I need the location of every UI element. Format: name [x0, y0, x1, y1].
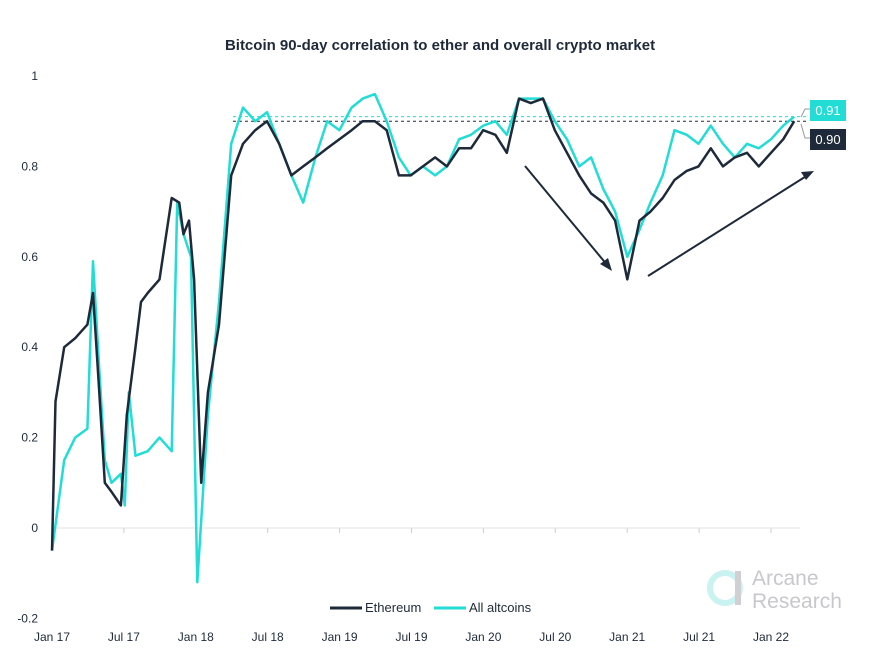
- chart-title: Bitcoin 90-day correlation to ether and …: [225, 37, 655, 54]
- logo-text-1: Arcane: [752, 567, 819, 590]
- y-tick-label: 0.4: [21, 340, 38, 354]
- x-tick-label: Jan 18: [178, 630, 214, 644]
- logo-text-2: Research: [752, 590, 842, 613]
- x-tick-label: Jan 17: [34, 630, 70, 644]
- x-tick-label: Jul 21: [683, 630, 715, 644]
- x-tick-label: Jul 20: [539, 630, 571, 644]
- x-tick-label: Jul 19: [395, 630, 427, 644]
- reference-lines: [233, 116, 806, 122]
- series-line-all-altcoins: [50, 92, 795, 584]
- series-lines: [50, 92, 796, 584]
- y-tick-label: 1: [31, 69, 38, 83]
- y-tick-label: 0.6: [21, 250, 38, 264]
- legend: Ethereum All altcoins: [330, 600, 532, 615]
- y-tick-label: 0: [31, 521, 38, 535]
- series-line-ethereum: [50, 97, 796, 551]
- end-label-box: [810, 129, 846, 150]
- y-axis: 1 0.8 0.6 0.4 0.2 0 -0.2: [17, 69, 38, 625]
- x-tick-label: Jul 18: [252, 630, 284, 644]
- x-tick-label: Jan 22: [753, 630, 789, 644]
- legend-label-altcoins: All altcoins: [469, 600, 532, 615]
- x-axis: Jan 17 Jul 17 Jan 18 Jul 18 Jan 19 Jul 19 Jan …: [34, 528, 789, 644]
- end-labels: 0.91 0.90: [800, 100, 846, 150]
- x-tick-label: Jan 21: [609, 630, 645, 644]
- end-label-ethereum: 0.90: [815, 132, 840, 147]
- y-tick-label: 0.2: [21, 431, 38, 445]
- end-label-connector: [800, 123, 810, 139]
- arcane-research-logo: Arcane Research: [707, 567, 842, 613]
- x-tick-label: Jul 17: [108, 630, 140, 644]
- legend-label-ethereum: Ethereum: [365, 600, 421, 615]
- end-label-all-altcoins: 0.91: [815, 103, 840, 118]
- y-tick-label: -0.2: [17, 611, 38, 625]
- trend-arrow-down: [524, 165, 612, 271]
- y-tick-label: 0.8: [21, 159, 38, 173]
- x-tick-label: Jan 19: [322, 630, 358, 644]
- end-label-box: [810, 100, 846, 121]
- trend-arrow-up: [647, 171, 814, 277]
- end-label-connector: [800, 108, 810, 118]
- x-tick-label: Jan 20: [465, 630, 501, 644]
